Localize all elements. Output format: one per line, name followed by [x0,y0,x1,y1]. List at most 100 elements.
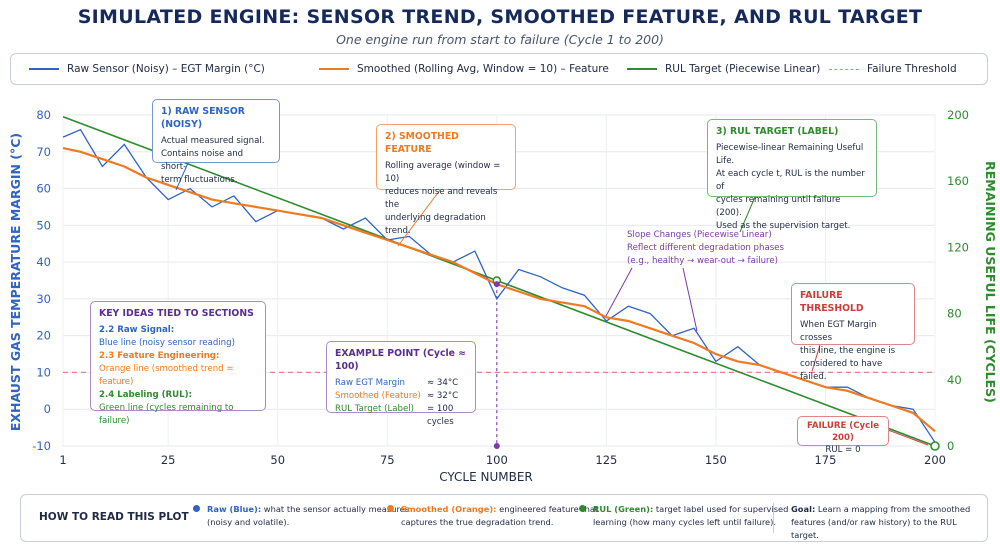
key-ideas-label-body: Green line (cycles remaining to failure) [99,403,234,426]
key-ideas-box: KEY IDEAS TIED TO SECTIONS 2.2 Raw Signa… [90,301,266,426]
smooth-callout-line1: Rolling average (window = 10) [385,161,501,184]
y2-tick-label: 80 [947,307,962,321]
rul-target-callout: 3) RUL TARGET (LABEL) Piecewise-linear R… [707,119,877,231]
raw-callout-line2: Contains noise and short- [161,149,244,172]
key-ideas-label-head: 2.4 Labeling (RUL): [99,390,192,400]
how-smooth: Smoothed (Orange): engineered feature th… [401,503,598,529]
legend-item-raw: Raw Sensor (Noisy) – EGT Margin (°C) [29,54,265,84]
rul-callout-head: 3) RUL TARGET (LABEL) [716,126,839,137]
y-tick-label: 30 [36,292,51,306]
slope-note-line3: (e.g., healthy → wear-out → failure) [627,256,779,266]
smooth-callout-line3: underlying degradation trend. [385,213,486,236]
failure-callout-pointer [887,429,929,446]
example-axis-point [493,443,500,449]
y2-tick-label: 160 [947,174,969,188]
how-rul: RUL (Green): target label used for super… [593,503,788,529]
rul-callout-line2: At each cycle t, RUL is the number of [716,169,865,192]
how-raw-key: Raw (Blue): [207,504,262,514]
x-tick-label: 75 [380,453,395,467]
smooth-callout-pointer [397,189,441,247]
failure-threshold-callout: FAILURE THRESHOLD When EGT Margin crosse… [791,283,915,382]
y-tick-label: 70 [36,145,51,159]
x-tick-label: 125 [595,453,617,467]
x-tick-label: 150 [705,453,727,467]
how-rul-text2: learning (how many cycles left until fai… [593,517,777,527]
legend-item-rul: RUL Target (Piecewise Linear) [627,54,820,84]
legend-swatch-raw [29,68,59,70]
example-smooth-row: Smoothed (Feature) ≈ 32°C [335,390,467,403]
example-rul-label: RUL Target (Label) [335,404,414,414]
y-axis-label: EXHAUST GAS TEMPERATURE MARGIN (°C) [8,133,23,431]
how-goal-key: Goal: [791,504,816,514]
x-tick-label: 175 [814,453,836,467]
key-ideas-head: KEY IDEAS TIED TO SECTIONS [99,308,254,319]
example-raw-value: ≈ 34°C [427,378,459,388]
legend-label-raw: Raw Sensor (Noisy) – EGT Margin (°C) [67,63,265,75]
legend-label-threshold: Failure Threshold [867,63,957,75]
y-tick-label: 40 [36,255,51,269]
example-rul-row: RUL Target (Label) = 100 cycles [335,403,467,427]
legend-label-rul: RUL Target (Piecewise Linear) [665,63,821,75]
y-tick-label: -10 [32,439,51,453]
threshold-callout-line2: this line, the engine is [800,346,896,356]
y-tick-label: 50 [36,218,51,232]
raw-sensor-callout: 1) RAW SENSOR (NOISY) Actual measured si… [152,99,280,185]
slope-change-note: Slope Changes (Piecewise Linear) Reflect… [627,229,784,268]
y-tick-label: 60 [36,182,51,196]
example-smooth-value: ≈ 32°C [427,391,459,401]
chart-title: SIMULATED ENGINE: SENSOR TREND, SMOOTHED… [77,6,923,28]
how-smooth-key: Smoothed (Orange): [401,504,497,514]
failure-callout-head: FAILURE (Cycle 200) [806,421,880,443]
chart-legend: Raw Sensor (Noisy) – EGT Margin (°C) Smo… [10,53,988,85]
raw-callout-line1: Actual measured signal. [161,136,265,146]
failure-callout-body: RUL = 0 [825,445,861,455]
rul-callout-pointer [739,196,756,233]
slope-note-line2: Reflect different degradation phases [627,243,784,253]
series-layer [62,115,940,451]
raw-dot-icon [193,505,200,512]
y2-tick-label: 200 [947,108,969,122]
chart-subtitle: One engine run from start to failure (Cy… [336,32,664,47]
bottom-divider [773,503,774,533]
y2-axis-label: REMAINING USEFUL LIFE (CYCLES) [983,161,998,403]
smooth-callout-line2: reduces noise and reveals the [385,187,498,210]
slope-pointer-1 [605,267,633,317]
x-axis-label: CYCLE NUMBER [439,470,533,484]
key-ideas-raw-head: 2.2 Raw Signal: [99,325,175,335]
smooth-callout-head: 2) SMOOTHED FEATURE [385,131,459,155]
key-ideas-raw-body: Blue line (noisy sensor reading) [99,338,235,348]
slope-pointer-2 [682,267,698,332]
how-raw: Raw (Blue): what the sensor actually mea… [207,503,409,529]
how-raw-text2: (noisy and volatile). [207,517,290,527]
legend-item-smoothed: Smoothed (Rolling Avg, Window = 10) – Fe… [319,54,609,84]
example-smooth-label: Smoothed (Feature) [335,391,421,401]
how-goal-text2: features (and/or raw history) to the RUL… [791,517,957,540]
rul-dot-icon [579,505,586,512]
how-rul-text1: target label used for supervised [655,504,789,514]
x-tick-label: 100 [486,453,508,467]
rul-callout-line3: cycles remaining until failure (200). [716,195,841,218]
smooth-dot-icon [387,505,394,512]
y-tick-label: 10 [36,365,51,379]
threshold-callout-line1: When EGT Margin crosses [800,320,877,343]
how-rul-key: RUL (Green): [593,504,654,514]
legend-label-smoothed: Smoothed (Rolling Avg, Window = 10) – Fe… [357,63,609,75]
raw-callout-pointer [175,162,189,191]
raw-callout-head: 1) RAW SENSOR (NOISY) [161,106,245,130]
x-tick-label: 1 [59,453,66,467]
example-point-box: EXAMPLE POINT (Cycle ≈ 100) Raw EGT Marg… [326,341,476,427]
failure-point [930,441,940,451]
how-to-read-title: HOW TO READ THIS PLOT [39,511,189,523]
example-smoothed-point [493,281,500,288]
failure-point-callout: FAILURE (Cycle 200) RUL = 0 [797,416,889,455]
y2-tick-label: 120 [947,240,969,254]
how-smooth-text2: captures the true degradation trend. [401,517,554,527]
legend-item-threshold: Failure Threshold [829,54,957,84]
legend-swatch-threshold [829,68,859,70]
legend-swatch-smoothed [319,68,349,70]
example-raw-row: Raw EGT Margin ≈ 34°C [335,377,467,390]
how-smooth-text1: engineered feature that [499,504,599,514]
x-tick-label: 50 [270,453,285,467]
how-raw-text1: what the sensor actually measures [263,504,410,514]
example-raw-label: Raw EGT Margin [335,378,405,388]
